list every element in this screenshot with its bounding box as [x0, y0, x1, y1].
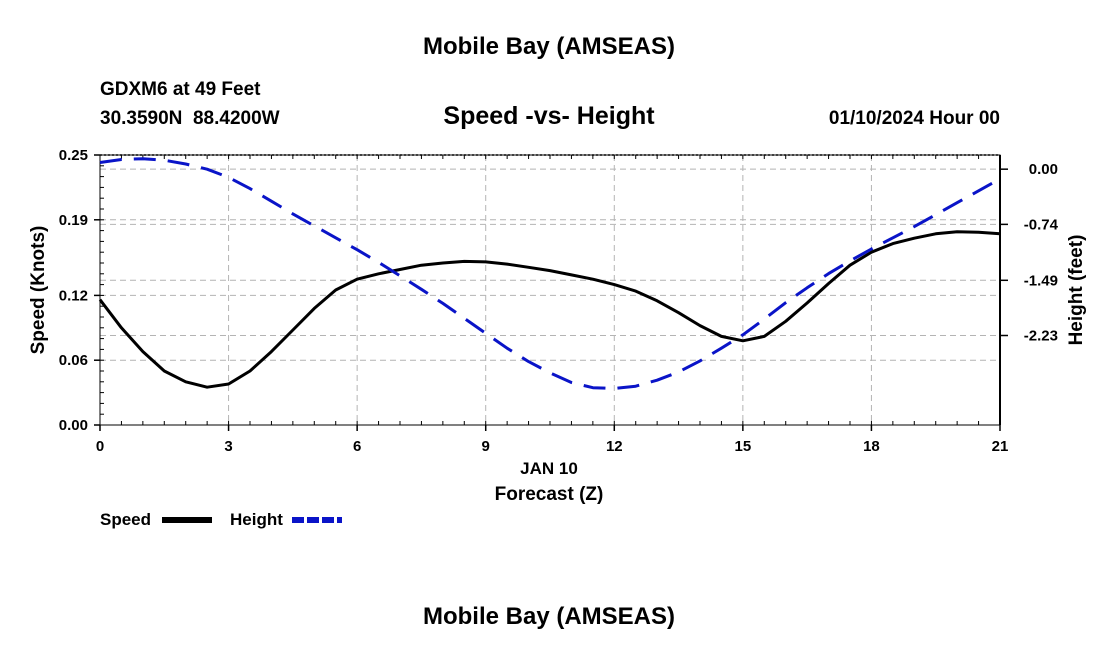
y2-tick-label: -2.23	[1024, 327, 1058, 344]
y-axis-ticks: 0.00 0.06 0.12 0.19 0.25	[59, 147, 100, 434]
y2-tick-label: -0.74	[1024, 216, 1059, 233]
station-coords: 30.3590N 88.4200W	[100, 108, 280, 129]
series-line-height	[99, 157, 1001, 390]
plot-frame	[99, 154, 1001, 426]
x-tick-label: 12	[606, 438, 623, 455]
legend-speed-label: Speed	[100, 510, 151, 529]
y-axis-label: Speed (Knots)	[28, 226, 49, 355]
x-tick-label: 9	[482, 438, 490, 455]
x-tick-label: 3	[224, 438, 232, 455]
y-tick-label: 0.25	[59, 147, 88, 164]
y-tick-label: 0.19	[59, 212, 88, 229]
series-layer	[98, 157, 1001, 390]
y2-axis-label: Height (feet)	[1066, 235, 1087, 346]
y-tick-label: 0.12	[59, 287, 88, 304]
x-tick-label: 18	[863, 438, 880, 455]
x-tick-label: 0	[96, 438, 104, 455]
y2-axis-ticks: 0.00 -0.74 -1.49 -2.23	[1000, 161, 1059, 344]
y-tick-label: 0.00	[59, 417, 88, 434]
x-axis-label: Forecast (Z)	[495, 484, 604, 505]
y2-tick-label: 0.00	[1029, 161, 1058, 178]
x-tick-label: 15	[735, 438, 752, 455]
y2-tick-label: -1.49	[1024, 272, 1058, 289]
bottom-title: Mobile Bay (AMSEAS)	[423, 603, 675, 630]
grid-lines	[100, 155, 1000, 425]
x-axis-ticks: 0 3 6 9 12 15 18 21	[96, 425, 1009, 455]
x-tick-label: 6	[353, 438, 361, 455]
plot-area: 0 3 6 9 12 15 18 21 0.00 0.06 0.12 0.19 0.25 0.00 -0…	[59, 147, 1059, 455]
x-tick-label: 21	[992, 438, 1009, 455]
legend: Speed Height	[100, 510, 342, 529]
station-name: GDXM6 at 49 Feet	[100, 79, 261, 100]
page-title: Mobile Bay (AMSEAS)	[423, 33, 675, 60]
legend-height-label: Height	[230, 510, 283, 529]
series-line-speed	[98, 230, 1001, 389]
minor-ticks	[99, 154, 1001, 426]
y-tick-label: 0.06	[59, 352, 88, 369]
chart-title: Speed -vs- Height	[443, 102, 655, 130]
forecast-date: 01/10/2024 Hour 00	[829, 108, 1000, 129]
x-date-label: JAN 10	[520, 459, 578, 478]
